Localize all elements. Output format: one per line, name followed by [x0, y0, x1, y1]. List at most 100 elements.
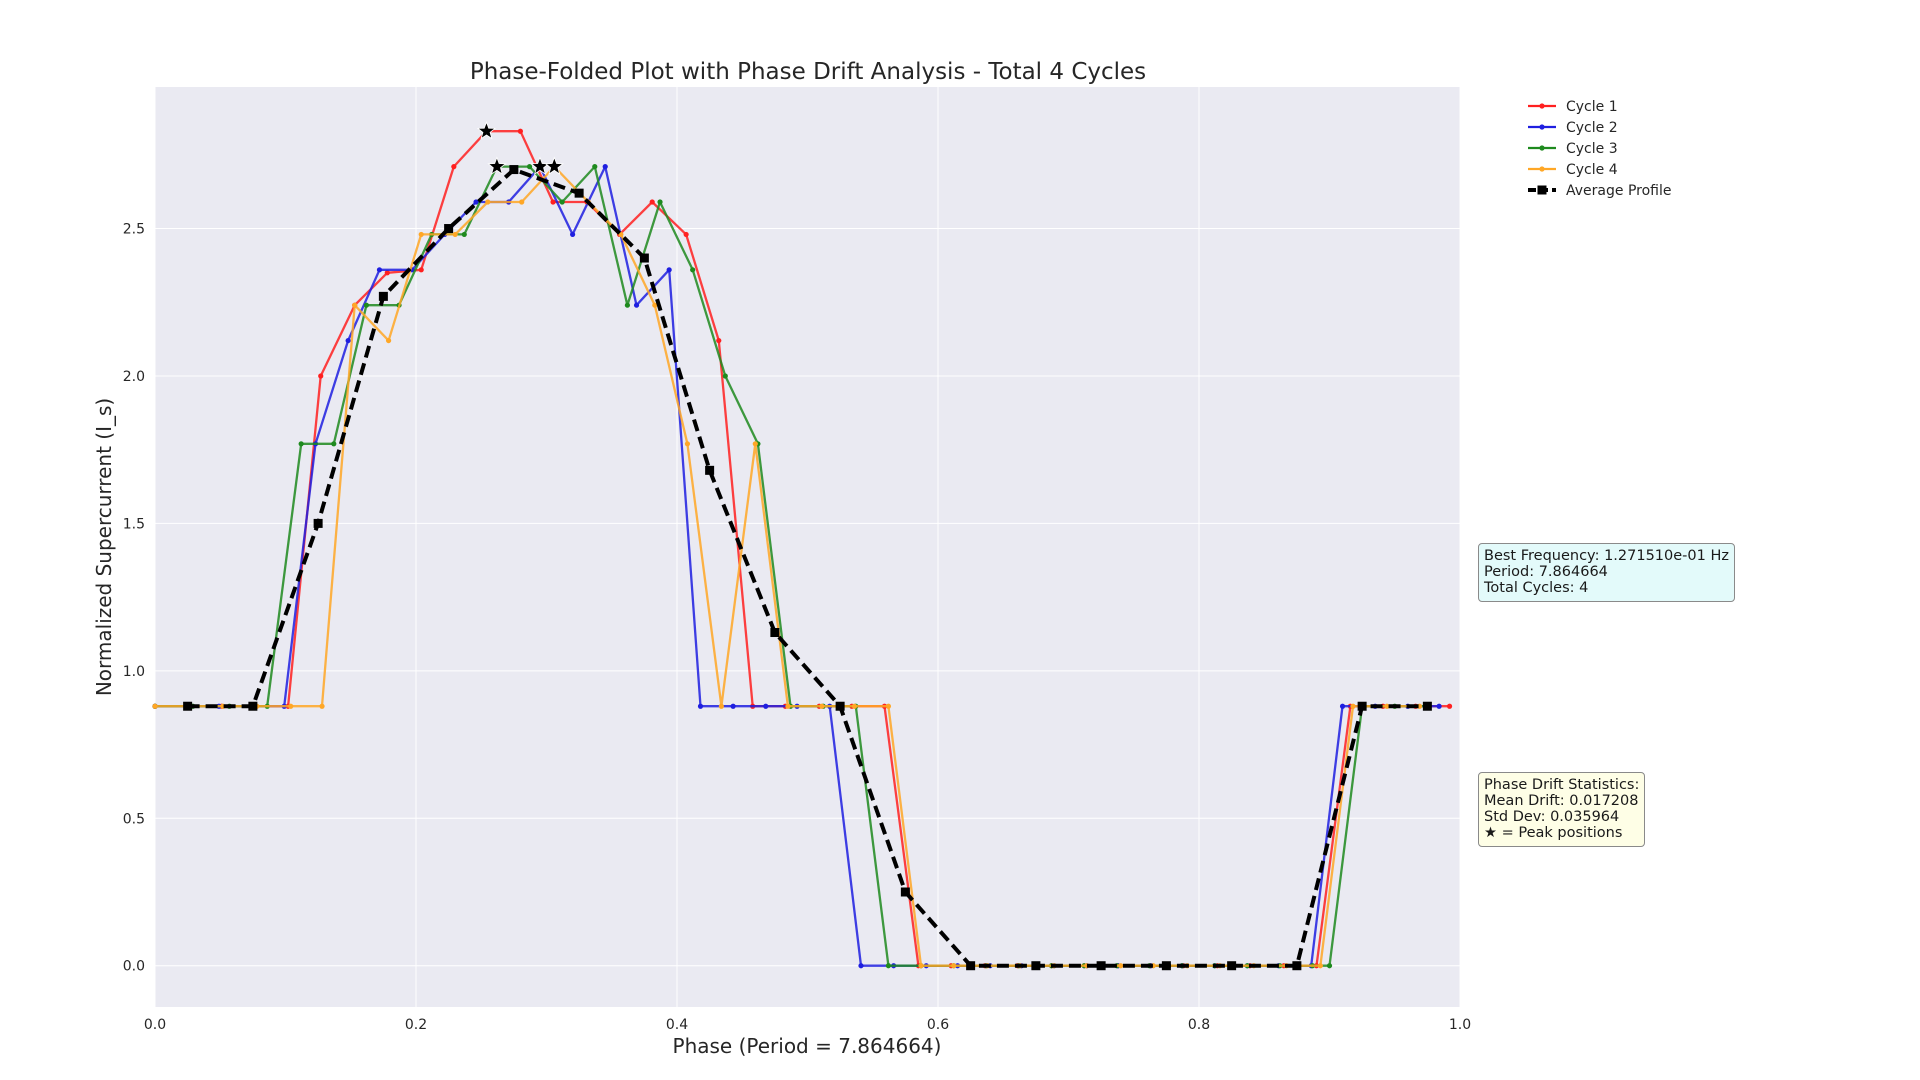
- data-point: [418, 267, 424, 273]
- data-point: [951, 963, 957, 969]
- data-point: [313, 518, 323, 528]
- data-point: [851, 703, 858, 709]
- data-point: [1317, 963, 1323, 969]
- data-point: [697, 703, 704, 709]
- legend-label: Average Profile: [1566, 183, 1671, 199]
- data-point: [461, 231, 467, 238]
- data-point: [624, 302, 631, 308]
- legend-entry: Cycle 3: [1528, 141, 1618, 157]
- data-point: [1350, 703, 1356, 709]
- x-axis-label: Phase (Period = 7.864664): [673, 1034, 942, 1058]
- data-point: [592, 164, 598, 170]
- data-point: [1031, 961, 1041, 971]
- data-point: [345, 337, 351, 344]
- data-point: [885, 703, 892, 709]
- data-point: [152, 703, 158, 709]
- data-point: [183, 701, 193, 711]
- data-point: [517, 128, 524, 134]
- y-tick-label: 2.0: [123, 369, 145, 385]
- x-axis-ticks: 0.0 0.2 0.4 0.6 0.8 1.0: [144, 1017, 1471, 1033]
- data-point: [1384, 703, 1390, 709]
- data-point: [1292, 961, 1302, 971]
- y-axis-ticks: 0.0 0.5 1.0 1.5 2.0 2.5: [123, 222, 145, 975]
- x-tick-label: 0.8: [1188, 1017, 1210, 1033]
- data-point: [684, 441, 691, 447]
- data-point: [559, 199, 565, 205]
- legend-entry: Average Profile: [1528, 183, 1671, 199]
- legend-label: Cycle 2: [1566, 120, 1618, 136]
- data-point: [722, 373, 728, 379]
- data-point: [770, 628, 780, 638]
- data-point: [331, 441, 337, 447]
- data-point: [885, 963, 892, 969]
- data-point: [418, 231, 424, 238]
- data-point: [1446, 703, 1453, 709]
- data-point: [900, 887, 910, 897]
- series-line: [187, 167, 1428, 968]
- data-point: [376, 267, 383, 273]
- legend: Cycle 1 Cycle 2 Cycle 3 Cycle 4 Average Prof…: [1528, 99, 1671, 199]
- legend-entry: Cycle 2: [1528, 120, 1618, 136]
- data-point: [298, 441, 304, 447]
- peak-star-icon: [476, 121, 497, 140]
- peak-star-icon: [487, 156, 507, 175]
- legend-swatch-marker: [1539, 124, 1545, 130]
- data-point: [683, 231, 689, 238]
- data-point: [248, 701, 258, 711]
- series-layer: [152, 128, 1453, 971]
- chart-title: Phase-Folded Plot with Phase Drift Analy…: [470, 59, 1146, 85]
- frequency-info-box: Best Frequency: 1.271510e-01 Hz Period: …: [1478, 543, 1735, 602]
- data-point: [785, 703, 791, 709]
- data-point: [966, 961, 976, 971]
- data-point: [352, 302, 358, 308]
- y-tick-label: 2.5: [123, 222, 145, 238]
- data-point: [526, 164, 533, 170]
- data-point: [1161, 961, 1171, 971]
- data-point: [570, 231, 576, 238]
- data-point: [819, 703, 825, 709]
- data-point: [918, 963, 924, 969]
- data-point: [550, 199, 556, 205]
- x-tick-label: 0.6: [927, 1017, 949, 1033]
- peak-star-icon: [544, 156, 564, 175]
- legend-label: Cycle 4: [1566, 162, 1618, 178]
- data-point: [319, 703, 325, 709]
- legend-swatch-marker: [1537, 185, 1547, 195]
- data-point: [649, 199, 655, 205]
- legend-swatch-marker: [1539, 103, 1545, 109]
- data-point: [1436, 703, 1442, 709]
- data-point: [378, 291, 388, 301]
- data-point: [485, 199, 491, 205]
- y-axis-label: Normalized Supercurrent (I_s): [92, 398, 116, 696]
- drift-statistics-box: Phase Drift Statistics: Mean Drift: 0.01…: [1478, 772, 1646, 847]
- peak-markers: [476, 121, 564, 175]
- data-point: [716, 337, 722, 344]
- data-point: [835, 701, 845, 711]
- data-point: [639, 253, 649, 263]
- series-average-profile: [183, 165, 1432, 971]
- data-point: [858, 963, 864, 969]
- data-point: [690, 267, 696, 273]
- data-point: [1326, 963, 1333, 969]
- y-tick-label: 0.0: [123, 959, 145, 975]
- data-point: [444, 224, 454, 234]
- data-point: [1357, 701, 1367, 711]
- data-point: [385, 337, 392, 344]
- data-point: [633, 302, 640, 308]
- data-point: [574, 188, 584, 198]
- data-point: [384, 270, 390, 276]
- data-point: [363, 302, 370, 308]
- x-tick-label: 0.4: [666, 1017, 688, 1033]
- legend-label: Cycle 3: [1566, 141, 1618, 157]
- y-tick-label: 0.5: [123, 811, 145, 827]
- legend-swatch-marker: [1539, 145, 1545, 151]
- data-point: [763, 703, 769, 709]
- data-point: [318, 373, 324, 379]
- y-tick-label: 1.0: [123, 664, 145, 680]
- x-tick-label: 0.0: [144, 1017, 166, 1033]
- data-point: [509, 165, 519, 175]
- data-point: [1227, 961, 1237, 971]
- x-tick-label: 1.0: [1449, 1017, 1471, 1033]
- data-point: [652, 302, 658, 308]
